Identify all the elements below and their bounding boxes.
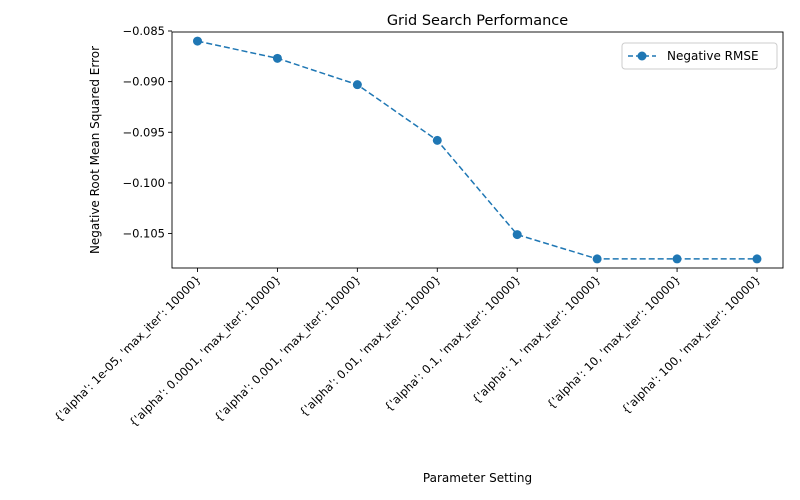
- x-tick-label: {'alpha': 10, 'max_iter': 10000}: [544, 272, 683, 411]
- x-tick-label: {'alpha': 100, 'max_iter': 10000}: [619, 272, 764, 417]
- legend-marker: [637, 51, 647, 61]
- y-axis: −0.085 −0.090 −0.095 −0.100 −0.105: [122, 24, 172, 241]
- x-tick-label: {'alpha': 0.01, 'max_iter': 10000}: [296, 272, 443, 419]
- x-tick-label: {'alpha': 1e-05, 'max_iter': 10000}: [51, 272, 203, 424]
- x-tick-label: {'alpha': 0.0001, 'max_iter': 10000}: [126, 272, 283, 429]
- data-point: [512, 230, 522, 240]
- series-line-negative-rmse: [197, 40, 757, 260]
- data-point: [272, 53, 282, 63]
- y-axis-label: Negative Root Mean Squared Error: [88, 46, 102, 254]
- plot-area-frame: [171, 31, 784, 269]
- x-tick-label: {'alpha': 0.001, 'max_iter': 10000}: [211, 272, 363, 424]
- x-tick-label: {'alpha': 0.1, 'max_iter': 10000}: [381, 272, 523, 414]
- x-axis-label: Parameter Setting: [423, 471, 532, 485]
- data-point: [352, 80, 362, 90]
- data-point: [432, 135, 442, 145]
- legend-box: [621, 42, 778, 70]
- y-tick-label: −0.085: [122, 24, 165, 38]
- legend-entry-label: Negative RMSE: [667, 49, 759, 63]
- data-point: [193, 36, 202, 46]
- x-tick-label: {'alpha': 1, 'max_iter': 10000}: [469, 272, 603, 406]
- chart-title: Grid Search Performance: [387, 13, 568, 29]
- y-tick-label: −0.090: [122, 75, 165, 89]
- data-point: [592, 254, 602, 264]
- data-point: [672, 254, 682, 264]
- y-tick-label: −0.100: [122, 176, 165, 190]
- legend: Negative RMSE: [621, 42, 778, 70]
- data-point: [752, 254, 762, 264]
- series-points: [193, 36, 762, 264]
- x-axis: {'alpha': 1e-05, 'max_iter': 10000}{'alp…: [51, 268, 763, 430]
- y-tick-label: −0.105: [122, 227, 165, 241]
- y-tick-label: −0.095: [122, 125, 165, 139]
